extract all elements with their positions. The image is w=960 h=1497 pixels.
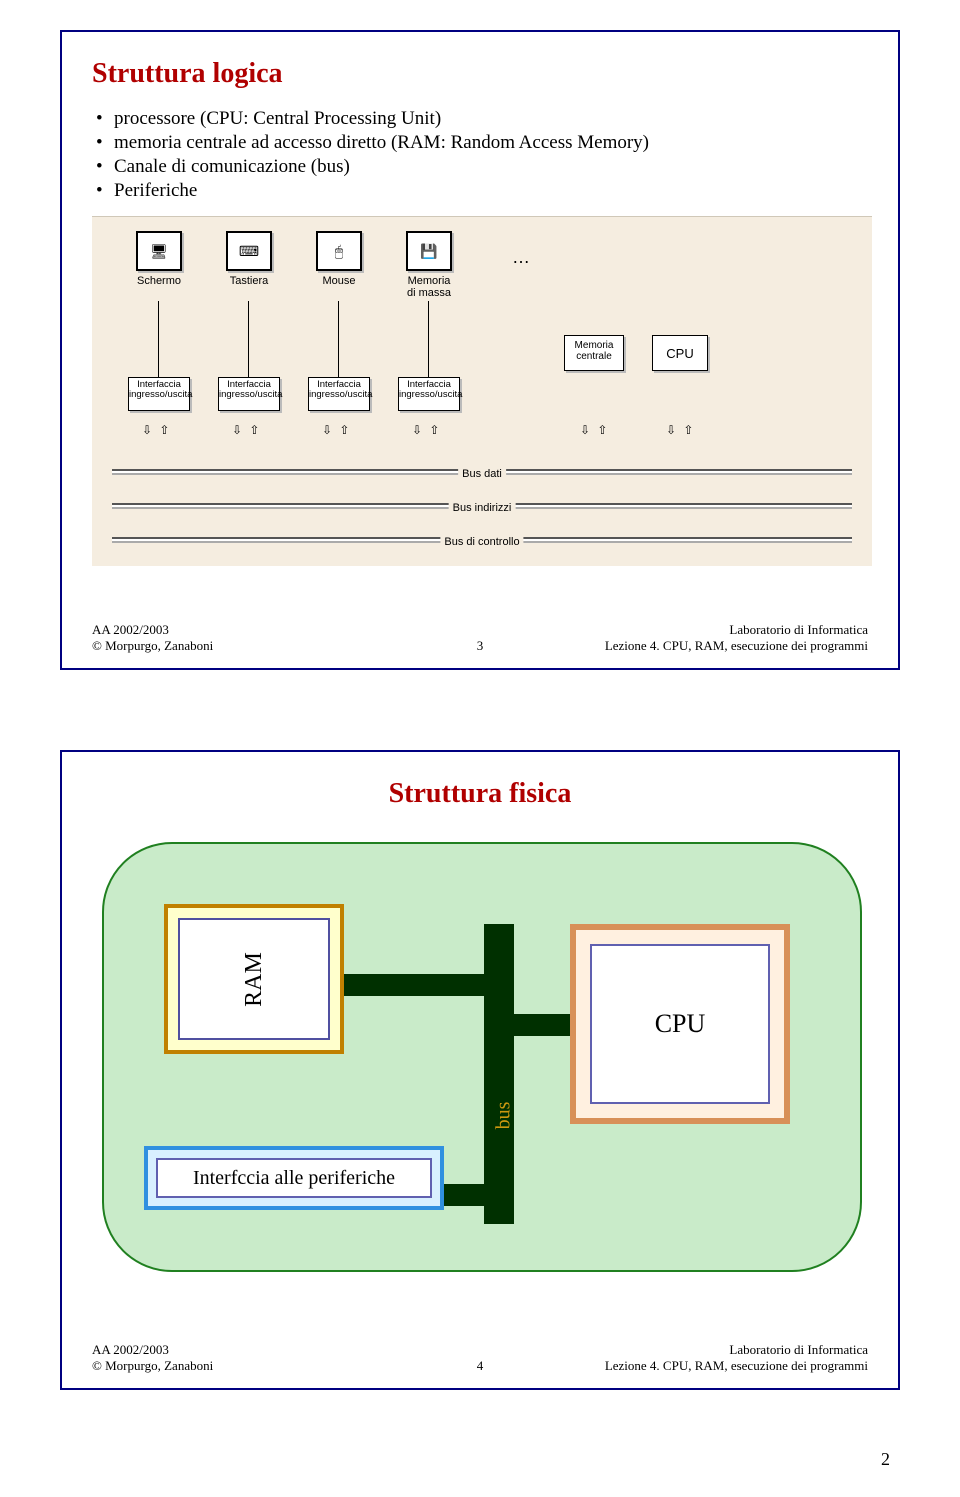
io-interface: Interfaccia ingresso/uscita xyxy=(218,377,280,411)
arrows-icon: ⇩ ⇧ xyxy=(580,423,609,437)
bullet: Periferiche xyxy=(114,180,868,202)
bus-diagram: 🖥 Schermo Interfaccia ingresso/uscita ⇩ ⇧ ⌨ T… xyxy=(92,216,872,566)
io-interface: Interfaccia ingresso/uscita xyxy=(398,377,460,411)
io-interface: Interfaccia ingresso/uscita xyxy=(308,377,370,411)
peripheral-label: Tastiera xyxy=(222,275,276,287)
motherboard-diagram: bus RAM CPU Interfccia alle periferiche xyxy=(102,842,862,1272)
footer-authors: © Morpurgo, Zanaboni xyxy=(92,1358,213,1374)
peripheral-label: Schermo xyxy=(132,275,186,287)
peripheral-icon: 🖱 xyxy=(316,231,362,271)
bullet: Canale di comunicazione (bus) xyxy=(114,156,868,178)
cpu-box: CPU xyxy=(570,924,790,1124)
arrows-icon: ⇩ ⇧ xyxy=(666,423,695,437)
cpu-label: CPU xyxy=(590,944,770,1104)
peripheral-label: Mouse xyxy=(312,275,366,287)
peripheral-icon: ⌨ xyxy=(226,231,272,271)
peripheral: 💾 Memoria di massa xyxy=(402,231,456,299)
bus-label: Bus dati xyxy=(458,468,506,480)
footer-lab: Laboratorio di Informatica xyxy=(605,1342,868,1358)
peripheral-label: Memoria di massa xyxy=(402,275,456,299)
peripheral-interface-label: Interfccia alle periferiche xyxy=(156,1158,432,1198)
slide1-bullets: processore (CPU: Central Processing Unit… xyxy=(114,108,868,202)
cpu-box: CPU xyxy=(652,335,708,371)
footer-lab: Laboratorio di Informatica xyxy=(605,622,868,638)
footer-pagenum: 3 xyxy=(477,638,484,654)
slide2-title: Struttura fisica xyxy=(92,778,868,810)
central-memory-box: Memoria centrale xyxy=(564,335,624,371)
footer-lesson: Lezione 4. CPU, RAM, esecuzione dei prog… xyxy=(605,638,868,654)
bus-label: bus xyxy=(492,1102,515,1130)
bus-connector-ram xyxy=(334,974,494,996)
slide1-title: Struttura logica xyxy=(92,58,868,90)
peripheral-icon: 💾 xyxy=(406,231,452,271)
arrows-icon: ⇩ ⇧ xyxy=(322,423,351,437)
io-interface: Interfaccia ingresso/uscita xyxy=(128,377,190,411)
document-page-number: 2 xyxy=(881,1449,890,1470)
page: Struttura logica processore (CPU: Centra… xyxy=(0,0,960,1480)
bullet: memoria centrale ad accesso diretto (RAM… xyxy=(114,132,868,154)
ellipsis-icon: … xyxy=(512,247,536,268)
bus-vertical xyxy=(484,924,514,1224)
slide-2: Struttura fisica bus RAM CPU Interfccia … xyxy=(60,750,900,1390)
slide-1: Struttura logica processore (CPU: Centra… xyxy=(60,30,900,670)
peripheral: ⌨ Tastiera xyxy=(222,231,276,287)
footer-aa: AA 2002/2003 xyxy=(92,1342,213,1358)
arrows-icon: ⇩ ⇧ xyxy=(232,423,261,437)
peripheral-interface-box: Interfccia alle periferiche xyxy=(144,1146,444,1210)
footer-pagenum: 4 xyxy=(477,1358,484,1374)
footer-lesson: Lezione 4. CPU, RAM, esecuzione dei prog… xyxy=(605,1358,868,1374)
ram-box: RAM xyxy=(164,904,344,1054)
arrows-icon: ⇩ ⇧ xyxy=(142,423,171,437)
arrows-icon: ⇩ ⇧ xyxy=(412,423,441,437)
footer-authors: © Morpurgo, Zanaboni xyxy=(92,638,213,654)
bullet: processore (CPU: Central Processing Unit… xyxy=(114,108,868,130)
peripheral: 🖥 Schermo xyxy=(132,231,186,287)
peripheral: 🖱 Mouse xyxy=(312,231,366,287)
bus-label: Bus di controllo xyxy=(440,536,523,548)
ram-label: RAM xyxy=(241,952,268,1007)
bus-label: Bus indirizzi xyxy=(449,502,516,514)
footer-aa: AA 2002/2003 xyxy=(92,622,213,638)
peripheral-icon: 🖥 xyxy=(136,231,182,271)
